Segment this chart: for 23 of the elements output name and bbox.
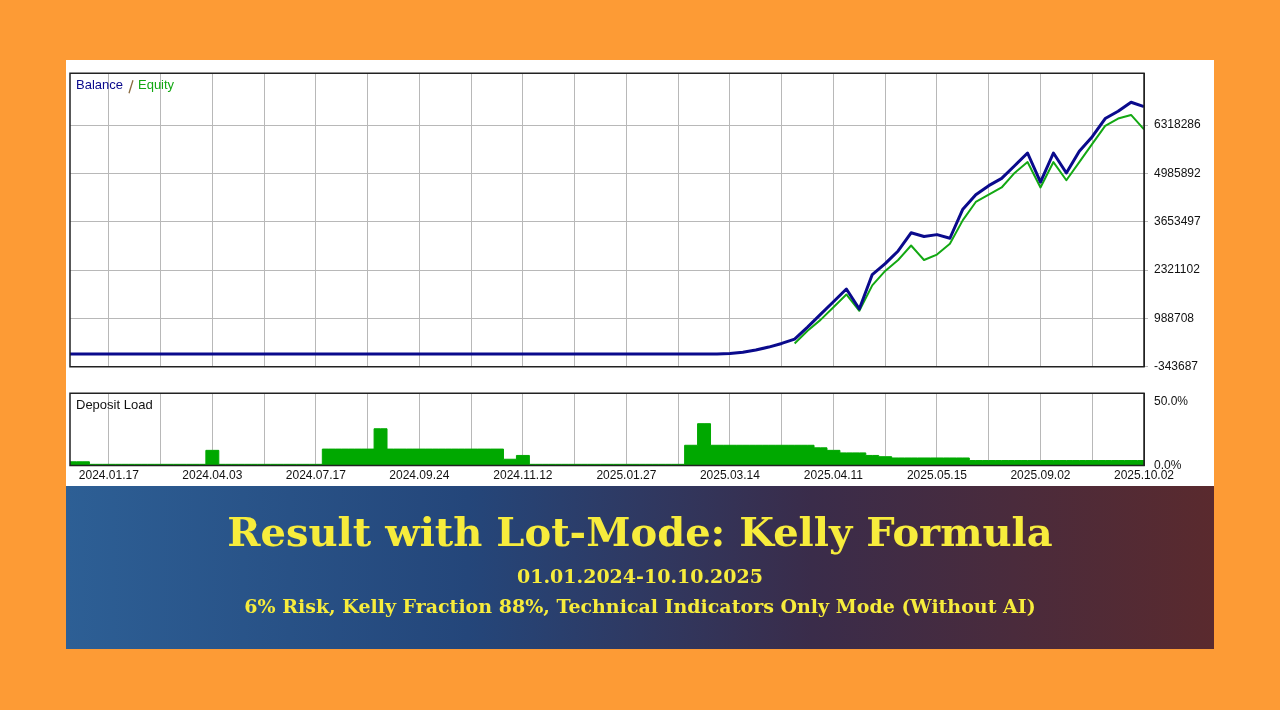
y-tick-label: 2321102 [1154, 262, 1201, 277]
x-tick-label: 2024.11.12 [493, 468, 553, 483]
x-tick-label: 2025.04.11 [803, 468, 864, 483]
y-tick-label: 50.0% [1154, 394, 1189, 409]
y-tick-label: 3653497 [1154, 214, 1202, 229]
x-tick-label: 2024.01.17 [78, 468, 140, 483]
x-tick-label: 2025.09.02 [1010, 468, 1071, 483]
y-tick-label: -343687 [1154, 359, 1199, 374]
x-tick-label: 2024.07.17 [285, 468, 347, 483]
x-tick-label: 2024.09.24 [389, 468, 450, 483]
y-tick-label: 4985892 [1154, 165, 1202, 180]
y-tick-label: 6318286 [1154, 117, 1202, 132]
chart-title: Deposit Load [76, 397, 153, 413]
x-tick-label: 2024.04.03 [182, 468, 243, 483]
text: Result with Lot-Mode: Kelly Formula [226, 508, 1054, 556]
x-tick-label: 2025.01.27 [596, 468, 657, 483]
y-tick-label: 988708 [1154, 310, 1195, 325]
text: 6% Risk, Kelly Fraction 88%, Technical Indicators Only Mode (Without AI) [243, 594, 1037, 618]
x-tick-label: 2025.05.15 [906, 468, 968, 483]
text: 01.01.2024-10.10.2025 [516, 564, 764, 588]
text: Equity [137, 77, 175, 93]
x-tick-label: 2025.03.14 [699, 468, 761, 483]
text: Balance [76, 77, 123, 93]
